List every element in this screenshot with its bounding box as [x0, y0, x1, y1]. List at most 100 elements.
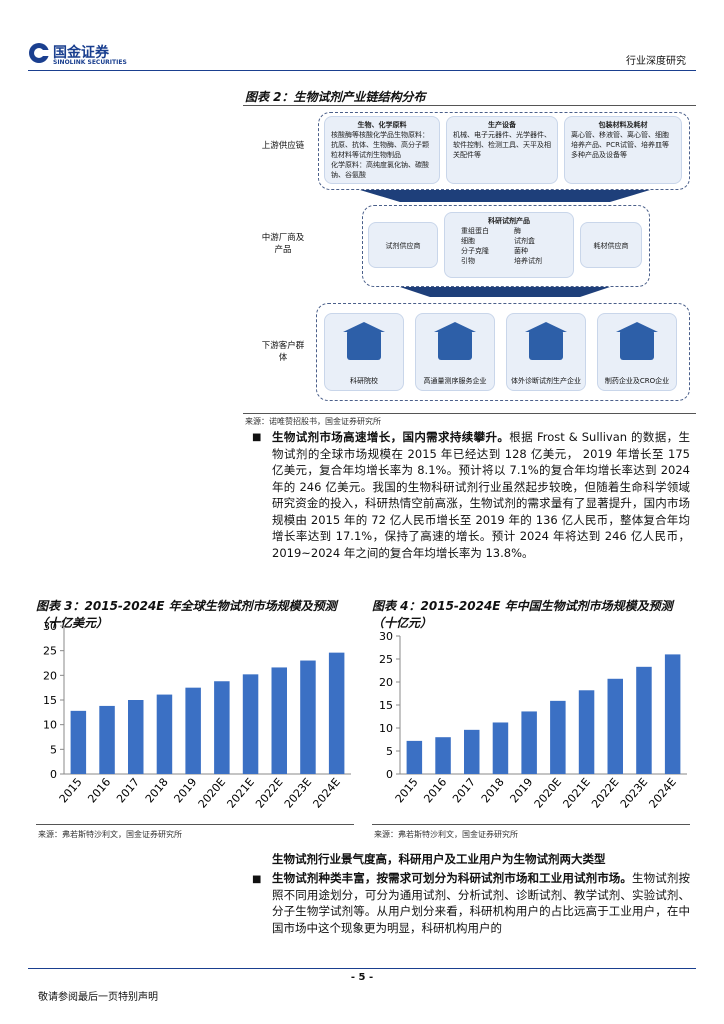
product-item: 试剂盒 [514, 237, 535, 245]
x-tick-label: 2015 [57, 776, 85, 806]
product-item: 引物 [461, 257, 475, 265]
bar [550, 700, 566, 774]
chart-source: 来源：弗若斯特沙利文，国金证券研究所 [374, 830, 518, 839]
title-rule [243, 105, 696, 106]
x-tick-label: 2018 [143, 776, 171, 806]
bar [242, 674, 259, 774]
y-tick-label: 25 [43, 645, 57, 658]
logo-text: 国金证券 [53, 45, 109, 61]
y-tick-label: 25 [379, 653, 393, 666]
x-tick-label: 2019 [171, 776, 199, 806]
icon-roof [343, 322, 385, 332]
bullet: ■ [252, 874, 262, 885]
supplier-box: 耗材供应商 [580, 222, 642, 268]
supply-box: 生产设备机械、电子元器件、光学器件、软件控制、检测工具、天平及相关配件等 [446, 116, 558, 184]
chart-title: 图表 4：2015-2024E 年中国生物试剂市场规模及预测（十亿元） [372, 599, 673, 630]
bar [464, 729, 480, 774]
x-tick-label: 2017 [450, 776, 478, 806]
supply-box: 生物、化学原料 核酸酶等核酸化学品生物原料：抗原、抗体、生物酶、高分子颗粒材料等试… [324, 116, 440, 184]
bar [636, 666, 652, 774]
x-tick-label: 2023E [618, 776, 650, 811]
x-tick-label: 2021E [560, 776, 592, 811]
y-tick-label: 30 [43, 620, 57, 633]
x-tick-label: 2022E [589, 776, 621, 811]
box-item: 机械、电子元器件、光学器件、软件控制、检测工具、天平及相关配件等 [453, 131, 551, 159]
customer-label: 制药企业及CRO企业 [604, 377, 670, 385]
customer-icon [616, 322, 658, 360]
chart-source: 来源：弗若斯特沙利文，国金证券研究所 [38, 830, 182, 839]
y-tick-label: 15 [379, 699, 393, 712]
x-tick-label: 2018 [479, 776, 507, 806]
bar [521, 711, 537, 774]
bar [70, 710, 87, 774]
page-number: - 5 - [350, 972, 374, 983]
customer-label: 高通量测序服务企业 [423, 377, 487, 385]
y-tick-label: 30 [379, 630, 393, 643]
customer-icon [434, 322, 476, 360]
row-label: 上游供应链 [261, 141, 305, 151]
group-frame [362, 205, 650, 287]
customer-label: 科研院校 [350, 377, 378, 385]
body-text: 根据 Frost & Sullivan 的数据，生物试剂的全球市场规模在 201… [272, 430, 690, 560]
x-tick-label: 2016 [85, 776, 113, 806]
y-tick-label: 20 [43, 669, 57, 682]
paragraph: 生物试剂种类丰富，按需求可划分为科研试剂市场和工业用试剂市场。生物试剂按照不同用… [272, 870, 690, 936]
body-text: 生物试剂按照不同用途划分，可分为通用试剂、分析试剂、诊断试剂、教学试剂、实验试剂… [272, 871, 691, 935]
y-tick-label: 5 [50, 743, 57, 756]
bar [435, 737, 451, 774]
bar [156, 694, 173, 774]
x-tick-label: 2019 [507, 776, 535, 806]
lead: 生物试剂市场高速增长，国内需求持续攀升。 [272, 430, 510, 444]
y-tick-label: 0 [386, 768, 393, 781]
y-tick-label: 5 [386, 745, 393, 758]
bar [492, 722, 509, 774]
disclaimer: 敬请参阅最后一页特别声明 [38, 992, 158, 1003]
group-frame [316, 303, 690, 401]
lead: 生物试剂种类丰富，按需求可划分为科研试剂市场和工业用试剂市场。 [272, 871, 633, 885]
x-tick-label: 2020E [196, 776, 228, 811]
header-rule [28, 70, 696, 71]
supplier-box: 试剂供应商 [368, 222, 438, 268]
bar [99, 705, 115, 774]
product-item: 重组蛋白 [461, 227, 489, 235]
customer-icon [525, 322, 567, 360]
x-tick-label: 2024E [311, 776, 343, 811]
source-rule [36, 824, 354, 825]
customer-box: 制药企业及CRO企业 [597, 313, 677, 391]
icon-shape [620, 330, 654, 360]
customer-icon [343, 322, 385, 360]
customer-box: 高通量测序服务企业 [415, 313, 495, 391]
product-item: 酶 [514, 227, 521, 235]
bar [328, 652, 345, 774]
x-tick-label: 2017 [114, 776, 142, 806]
supply-box: 包装材料及耗材 离心管、移液管、离心管、细胞培养产品、PCR试管、培养皿等多种产品… [564, 116, 682, 184]
box-title: 生产设备 [488, 121, 516, 129]
bar [664, 654, 681, 774]
icon-roof [525, 322, 567, 332]
bullet: ■ [252, 432, 262, 443]
x-tick-label: 2024E [647, 776, 679, 811]
product-item: 细胞 [461, 237, 475, 245]
y-tick-label: 10 [379, 722, 393, 735]
logo-icon [29, 43, 50, 63]
source-rule [243, 413, 696, 414]
y-tick-label: 10 [43, 719, 57, 732]
group-frame [318, 112, 690, 190]
x-tick-label: 2016 [421, 776, 449, 806]
figure-title: 图表 2：生物试剂产业链结构分布 [245, 90, 426, 104]
bar [271, 667, 287, 774]
box-title: 科研试剂产品 [488, 217, 530, 225]
bar [578, 690, 595, 774]
paragraph: 生物试剂市场高速增长，国内需求持续攀升。根据 Frost & Sullivan … [272, 429, 690, 561]
x-tick-label: 2023E [282, 776, 314, 811]
product-item: 菌种 [514, 247, 528, 255]
bar [185, 687, 201, 774]
x-tick-label: 2020E [532, 776, 564, 811]
y-tick-label: 0 [50, 768, 57, 781]
footer-rule [28, 968, 696, 969]
icon-shape [438, 330, 472, 360]
product-item: 分子克隆 [461, 247, 489, 255]
